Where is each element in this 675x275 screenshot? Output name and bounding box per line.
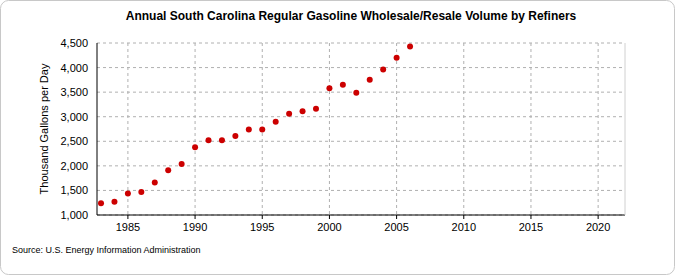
point <box>380 67 386 73</box>
x-tick <box>127 215 128 219</box>
point <box>111 199 117 205</box>
point <box>232 133 238 139</box>
point <box>165 167 171 173</box>
point <box>138 189 144 195</box>
x-tick-label: 2005 <box>384 221 408 233</box>
x-tick <box>530 215 531 219</box>
x-tick-label: 1995 <box>250 221 274 233</box>
point <box>407 43 413 49</box>
x-tick-label: 1985 <box>116 221 140 233</box>
x-grid <box>329 43 330 215</box>
x-tick-label: 2000 <box>317 221 341 233</box>
x-tick <box>262 215 263 219</box>
plot-edge <box>625 43 626 215</box>
point <box>246 126 252 132</box>
point <box>206 137 212 143</box>
y-axis <box>97 43 98 215</box>
point <box>394 55 400 61</box>
point <box>179 161 185 167</box>
y-tick-label: 1,500 <box>60 184 88 196</box>
x-tick <box>598 215 599 219</box>
x-grid <box>195 43 196 215</box>
x-tick-label: 2010 <box>452 221 476 233</box>
y-tick-label: 3,000 <box>60 111 88 123</box>
point <box>286 111 292 117</box>
point <box>300 108 306 114</box>
point <box>259 126 265 132</box>
y-tick-label: 1,000 <box>60 209 88 221</box>
x-grid <box>396 43 397 215</box>
y-tick-label: 3,500 <box>60 86 88 98</box>
x-tick <box>463 215 464 219</box>
y-grid <box>97 43 625 44</box>
grid <box>97 43 625 215</box>
y-grid <box>97 116 625 117</box>
y-tick-label: 2,500 <box>60 135 88 147</box>
x-tick <box>195 215 196 219</box>
title: Annual South Carolina Regular Gasoline W… <box>126 9 577 23</box>
y-grid <box>97 215 625 216</box>
source: Source: U.S. Energy Information Administ… <box>12 245 201 255</box>
x-grid <box>127 43 128 215</box>
point <box>367 77 373 83</box>
point <box>313 106 319 112</box>
point <box>353 90 359 96</box>
y-tick-label: 2,000 <box>60 160 88 172</box>
point <box>98 200 104 206</box>
point <box>273 119 279 125</box>
chart: Annual South Carolina Regular Gasoline W… <box>0 0 675 275</box>
point <box>125 190 131 196</box>
points <box>98 43 413 206</box>
point <box>340 82 346 88</box>
x-axis <box>97 215 625 216</box>
point <box>152 180 158 186</box>
x-grid <box>463 43 464 215</box>
y-grid <box>97 92 625 93</box>
x-tick <box>396 215 397 219</box>
point <box>192 144 198 150</box>
y-grid <box>97 190 625 191</box>
x-tick-label: 2015 <box>519 221 543 233</box>
frame <box>1 1 675 275</box>
y-grid <box>97 165 625 166</box>
y-tick-label: 4,500 <box>60 37 88 49</box>
y-grid <box>97 67 625 68</box>
y-tick-label: 4,000 <box>60 62 88 74</box>
point <box>326 85 332 91</box>
x-grid <box>530 43 531 215</box>
y-label: Thousand Gallons per Day <box>38 63 50 194</box>
x-tick-label: 1990 <box>183 221 207 233</box>
x-tick <box>329 215 330 219</box>
point <box>219 137 225 143</box>
x-grid <box>598 43 599 215</box>
y-grid <box>97 141 625 142</box>
x-tick-label: 2020 <box>586 221 610 233</box>
